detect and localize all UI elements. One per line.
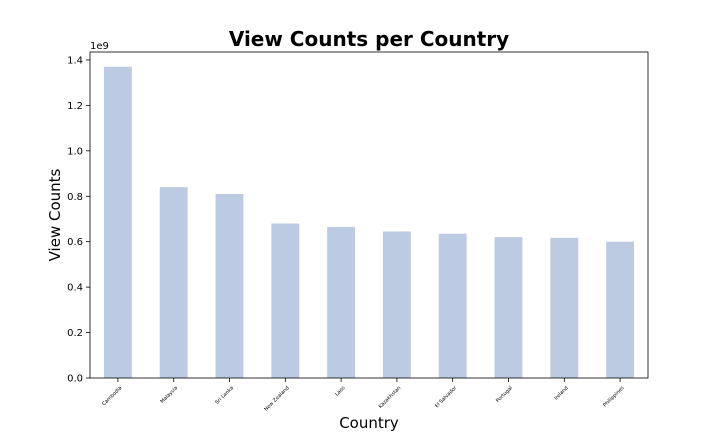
bar-philippines bbox=[606, 241, 635, 378]
x-tick-label: Laos bbox=[334, 385, 347, 398]
chart-title: View Counts per Country bbox=[229, 27, 509, 51]
y-tick-label: 0.0 bbox=[67, 374, 83, 385]
bar-laos bbox=[327, 226, 356, 378]
bar-portugal bbox=[494, 237, 523, 378]
y-axis-label: View Counts bbox=[46, 168, 64, 261]
y-tick-label: 1.2 bbox=[67, 101, 83, 112]
x-tick-label: Philippines bbox=[602, 385, 626, 409]
x-tick-label: Sri Lanka bbox=[214, 385, 235, 406]
bars-layer bbox=[103, 66, 635, 379]
plot-area-frame bbox=[89, 51, 649, 379]
x-axis-label: Country bbox=[339, 414, 399, 432]
y-tick-label: 0.4 bbox=[67, 283, 83, 294]
x-tick-label: Kazakhstan bbox=[378, 385, 403, 410]
y-tick-label: 0.6 bbox=[67, 237, 83, 248]
bar-cambodia bbox=[103, 66, 132, 379]
y-axis-offset-label: 1e9 bbox=[90, 41, 109, 52]
bar-ireland bbox=[550, 237, 579, 378]
y-tick-label: 0.8 bbox=[67, 192, 83, 203]
bar-sri-lanka bbox=[215, 193, 244, 378]
y-tick-label: 1.4 bbox=[67, 55, 83, 66]
x-axis: Cambodia Malaysia Sri Lanka New Zealand Laos… bbox=[101, 378, 626, 413]
x-tick-label: Ireland bbox=[553, 385, 569, 401]
y-axis: 0.0 0.2 0.4 0.6 0.8 1.0 1.2 1.4 bbox=[67, 55, 90, 385]
x-tick-label: Cambodia bbox=[101, 385, 123, 407]
bar-malaysia bbox=[159, 187, 188, 378]
x-tick-label: New Zealand bbox=[263, 385, 290, 412]
x-tick-label: El Salvador bbox=[434, 385, 459, 410]
bar-kazakhstan bbox=[382, 231, 411, 378]
bar-new-zealand bbox=[271, 223, 300, 378]
y-tick-label: 1.0 bbox=[67, 146, 83, 157]
x-tick-label: Malaysia bbox=[159, 385, 179, 405]
y-tick-label: 0.2 bbox=[67, 328, 83, 339]
x-tick-label: Portugal bbox=[495, 385, 514, 404]
bar-el-salvador bbox=[438, 233, 467, 378]
